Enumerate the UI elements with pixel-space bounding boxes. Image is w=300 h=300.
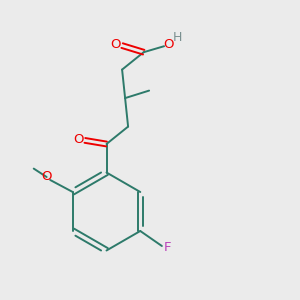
Text: O: O (73, 133, 83, 146)
Text: O: O (163, 38, 173, 51)
Text: H: H (173, 31, 183, 44)
Text: O: O (110, 38, 121, 51)
Text: O: O (41, 170, 51, 184)
Text: F: F (164, 241, 171, 254)
